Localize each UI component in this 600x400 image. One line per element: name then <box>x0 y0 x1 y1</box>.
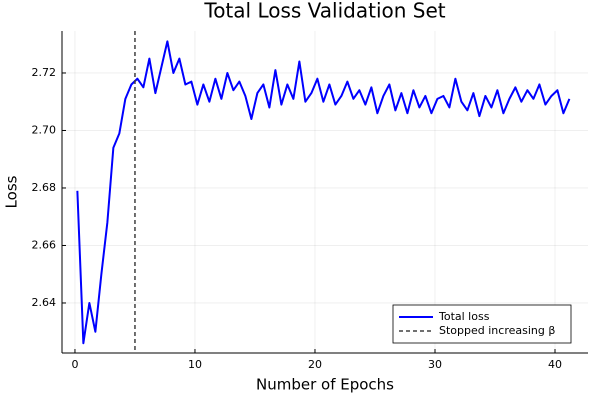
y-tick-label: 2.72 <box>32 66 57 79</box>
x-axis-label: Number of Epochs <box>256 376 394 394</box>
y-tick-label: 2.66 <box>32 238 57 251</box>
chart-title: Total Loss Validation Set <box>203 0 445 23</box>
x-tick-label: 20 <box>308 358 322 371</box>
y-tick-label: 2.64 <box>32 296 57 309</box>
x-tick-label: 10 <box>188 358 202 371</box>
legend-box <box>392 304 572 344</box>
y-tick-label: 2.68 <box>32 181 57 194</box>
y-axis-label: Loss <box>3 175 21 208</box>
y-tick-label: 2.70 <box>32 123 57 136</box>
x-tick-label: 0 <box>71 358 78 371</box>
legend-label: Stopped increasing β <box>439 324 555 337</box>
loss-line <box>76 40 571 345</box>
x-tick-label: 30 <box>428 358 442 371</box>
x-tick-label: 40 <box>548 358 562 371</box>
legend-label: Total loss <box>438 310 490 323</box>
